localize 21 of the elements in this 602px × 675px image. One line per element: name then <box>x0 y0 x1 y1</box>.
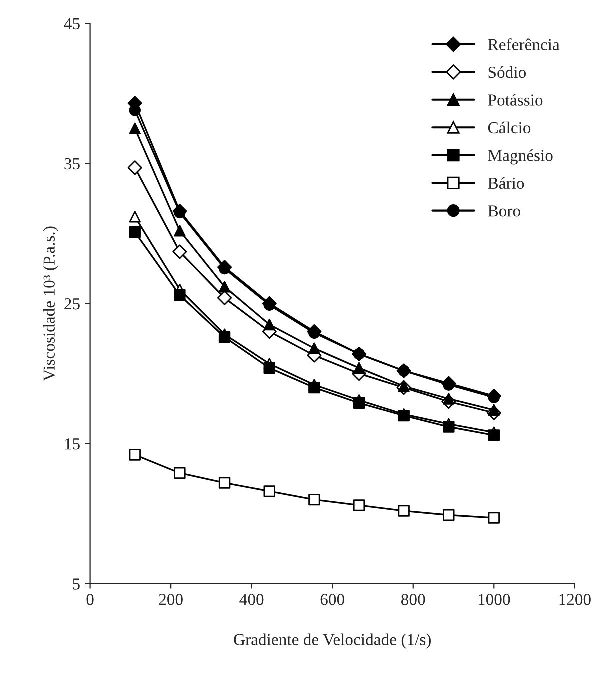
legend-label: Sódio <box>488 66 526 78</box>
y-tick-label: 25 <box>64 298 80 310</box>
legend-label: Referência <box>488 38 560 50</box>
y-axis-title: Viscosidade 10³ (P.a.s.) <box>43 226 58 382</box>
x-tick-label: 1000 <box>478 594 510 606</box>
x-tick-label: 200 <box>159 594 183 606</box>
legend-label: Cálcio <box>488 122 531 134</box>
x-tick-label: 600 <box>320 594 344 606</box>
legend-label: Bário <box>488 177 524 190</box>
x-tick-label: 400 <box>240 594 264 606</box>
y-tick-label: 45 <box>64 18 80 30</box>
y-tick-label: 35 <box>64 158 80 170</box>
y-tick-label: 15 <box>65 438 80 450</box>
legend-label: Potássio <box>488 94 543 106</box>
x-axis-title: Gradiente de Velocidade (1/s) <box>234 634 431 649</box>
x-tick-label: 1200 <box>560 594 591 606</box>
legend-label: Boro <box>488 206 520 217</box>
x-tick-label: 0 <box>86 594 94 606</box>
y-tick-label: 5 <box>73 578 80 590</box>
legend-label: Magnésio <box>488 150 553 165</box>
x-tick-label: 800 <box>402 594 426 606</box>
